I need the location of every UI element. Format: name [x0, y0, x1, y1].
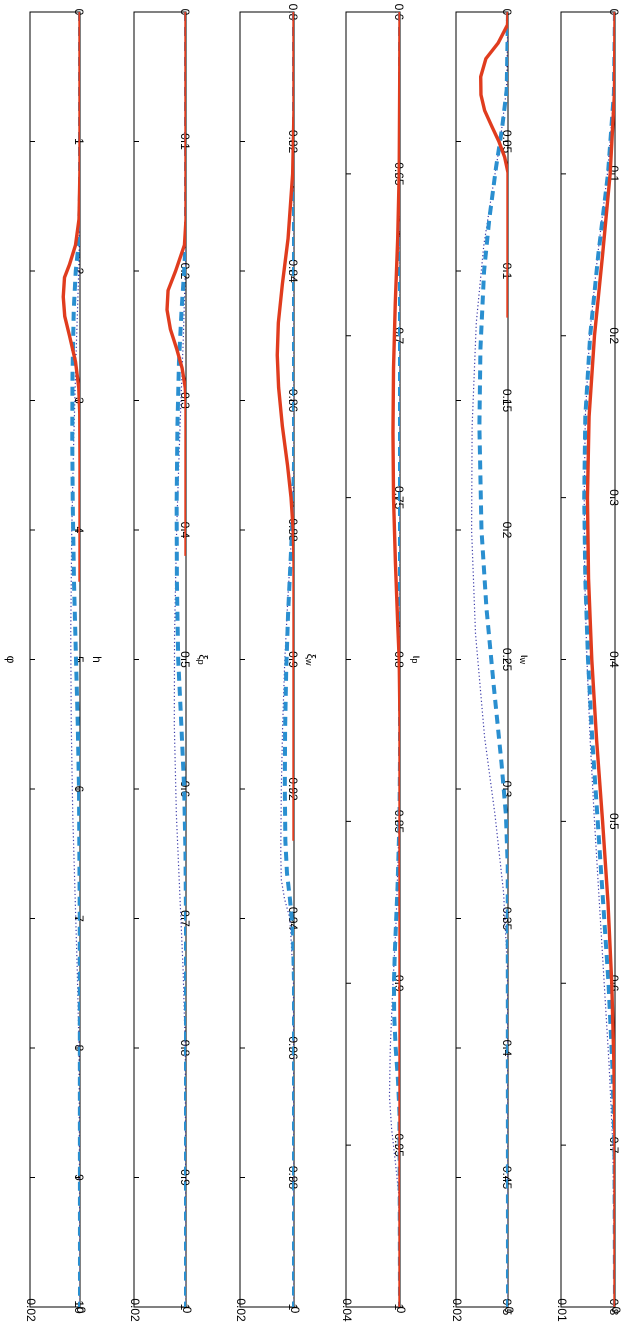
x-tick-label: 1	[392, 1304, 406, 1311]
y-tick-label: 0	[502, 1307, 516, 1314]
series-line-dashed-blue	[174, 12, 186, 1307]
x-tick-label: 1	[286, 1304, 300, 1311]
series-line-solid-red	[585, 12, 615, 1307]
x-tick-label: 5	[72, 656, 86, 663]
axes-frame	[345, 11, 401, 1308]
x-tick-label: 0.8	[607, 1299, 621, 1316]
x-tick-label: 0.45	[500, 1166, 514, 1190]
x-axis-label: h	[90, 656, 104, 663]
x-tick-label: 0.5	[500, 1299, 514, 1316]
series-line-dashed-blue	[582, 12, 615, 1307]
series-line-solid-red	[479, 12, 508, 318]
x-tick-label: 2	[72, 268, 86, 275]
panel-3: 0.80.820.840.860.880.90.920.940.960.9810…	[234, 4, 318, 1322]
y-tick-label: 0	[288, 1307, 302, 1314]
panel-2: 00.10.20.30.40.50.60.70.80.910.02 0ξp	[128, 9, 210, 1322]
x-tick-label: 0.15	[500, 389, 514, 413]
panel-5: 00.050.10.150.20.250.30.350.40.450.50.02…	[450, 9, 532, 1322]
y-tick-label: 0	[609, 1307, 623, 1314]
series-line-solid-red	[275, 12, 294, 841]
x-tick-label: 1	[178, 1304, 192, 1311]
series-line-dotted	[70, 12, 80, 1307]
series-line-solid-red	[61, 12, 80, 582]
axes-frame	[455, 11, 509, 1308]
x-tick-label: 0.3	[607, 489, 621, 506]
y-tick-label: 0.02	[234, 1298, 248, 1322]
x-tick-label: 0.05	[500, 130, 514, 154]
x-tick-label: 0.86	[286, 389, 300, 413]
x-tick-label: 0.4	[607, 651, 621, 668]
x-axis-label: ιw	[518, 655, 533, 665]
panel-6: 00.10.20.30.40.50.60.70.80.01 0	[555, 9, 623, 1322]
y-tick-label: 0.02	[450, 1298, 464, 1322]
x-tick-label: 0.2	[500, 522, 514, 539]
y-tick-label: 0	[180, 1307, 194, 1314]
x-axis-label: ιp	[410, 656, 425, 664]
series-line-solid-red	[391, 12, 400, 1307]
figure-title: φ	[4, 656, 18, 664]
x-tick-label: 10	[72, 1300, 86, 1314]
y-tick-label: 0.01	[555, 1298, 569, 1322]
series-line-dashed-blue	[477, 12, 508, 1307]
y-tick-label: 0.02	[128, 1298, 142, 1322]
y-tick-label: 0	[394, 1307, 408, 1314]
y-tick-label: 0	[74, 1307, 88, 1314]
y-tick-label: 0.02	[24, 1298, 38, 1322]
y-tick-label: 0.04	[340, 1298, 354, 1322]
series-line-solid-red	[165, 12, 186, 556]
x-tick-label: 0.35	[500, 907, 514, 931]
x-tick-label: 0.9	[178, 1169, 192, 1186]
x-tick-label: 0.5	[178, 651, 192, 668]
x-axis-label: ξp	[196, 654, 211, 664]
series-line-dotted	[173, 12, 186, 1307]
x-tick-label: 9	[72, 1174, 86, 1181]
series-line-dotted	[471, 12, 508, 1307]
x-tick-label: 0.5	[607, 813, 621, 830]
x-tick-label: 0.25	[500, 648, 514, 672]
x-tick-label: 0.6	[178, 781, 192, 798]
x-tick-label: 0.2	[607, 327, 621, 344]
x-tick-label: 6	[72, 786, 86, 793]
x-axis-label: ξw	[304, 654, 319, 666]
series-line-dashed-blue	[70, 12, 80, 1307]
